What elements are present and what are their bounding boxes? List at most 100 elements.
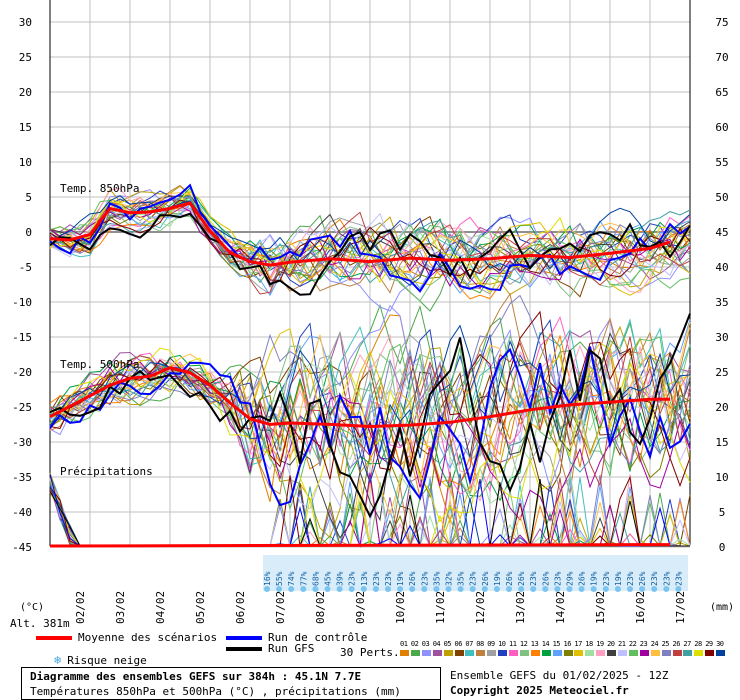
chart-title: Diagramme des ensembles GEFS sur 384h : … xyxy=(30,670,362,683)
snowflake-icon xyxy=(469,586,476,592)
perturbation-number: 09 xyxy=(487,640,495,648)
left-tick-label: -15 xyxy=(12,331,32,344)
perturbation-number: 10 xyxy=(498,640,506,648)
snow-risk-value: 19% xyxy=(590,571,599,586)
right-tick-label: 55 xyxy=(715,156,728,169)
perturbation-number: 18 xyxy=(585,640,593,648)
snow-risk-value: 32% xyxy=(445,571,454,586)
right-tick-label: 45 xyxy=(715,226,728,239)
snow-risk-value: 23% xyxy=(674,571,683,586)
member-line xyxy=(49,199,691,281)
perturbation-swatch xyxy=(628,650,638,656)
left-tick-label: -30 xyxy=(12,436,32,449)
snowflake-icon xyxy=(433,586,440,592)
perturbation-swatch xyxy=(509,650,518,656)
left-tick-label: 15 xyxy=(19,121,32,134)
x-tick-label: 06/02 xyxy=(234,591,247,624)
snow-risk-value: 26% xyxy=(638,571,647,586)
snowflake-icon xyxy=(493,586,500,592)
perturbation-swatch xyxy=(694,650,704,656)
perturbation-number: 20 xyxy=(607,640,615,648)
legend-control-swatch xyxy=(226,636,262,640)
perturbation-number: 12 xyxy=(519,640,528,648)
perturbation-swatch xyxy=(432,650,442,656)
left-tick-label: -20 xyxy=(12,366,32,379)
left-axis-unit: (°C) xyxy=(20,602,44,613)
left-tick-label: 25 xyxy=(19,51,32,64)
snow-risk-value: 19% xyxy=(493,571,502,586)
snow-risk-value: 19% xyxy=(396,571,405,586)
snowflake-icon xyxy=(518,586,525,592)
right-tick-label: 70 xyxy=(715,51,728,64)
right-tick-label: 5 xyxy=(719,506,726,519)
right-tick-label: 25 xyxy=(715,366,728,379)
left-tick-label: -10 xyxy=(12,296,32,309)
x-tick-label: 10/02 xyxy=(394,591,407,624)
right-tick-label: 0 xyxy=(719,541,726,554)
snow-risk-value: 26% xyxy=(505,571,514,586)
snowflake-icon xyxy=(300,586,307,592)
perturbation-number: 19 xyxy=(596,640,604,648)
snowflake-icon xyxy=(372,586,379,592)
snowflake-icon: ❄ xyxy=(54,653,62,667)
perturbation-swatch xyxy=(454,650,464,656)
x-tick-label: 15/02 xyxy=(594,591,607,624)
left-tick-label: 20 xyxy=(19,86,32,99)
mean-line-precip xyxy=(49,543,671,548)
x-tick-label: 12/02 xyxy=(474,591,487,624)
snowflake-icon xyxy=(639,586,646,592)
perturbation-swatch xyxy=(410,650,420,656)
left-tick-label: -35 xyxy=(12,471,32,484)
legend-gfs-swatch xyxy=(226,647,262,651)
member-line xyxy=(49,363,691,509)
snowflake-icon xyxy=(264,586,270,592)
left-tick-label: 30 xyxy=(19,16,32,29)
legend-mean-swatch xyxy=(36,636,72,640)
snowflake-icon xyxy=(324,586,331,592)
snowflake-icon xyxy=(554,586,561,592)
snowflake-icon xyxy=(663,586,670,592)
snowflake-icon xyxy=(530,586,537,592)
perturbation-number: 30 xyxy=(716,640,724,648)
mean-line-t850 xyxy=(49,201,671,267)
snowflake-icon xyxy=(409,586,416,592)
snowflake-icon xyxy=(348,586,355,592)
snow-risk-value: 55% xyxy=(275,571,284,586)
member-line xyxy=(49,303,691,431)
snow-risk-value: 16% xyxy=(263,571,272,586)
member-line xyxy=(49,189,691,312)
perturbation-swatch xyxy=(487,650,497,656)
right-tick-label: 75 xyxy=(715,16,728,29)
left-tick-label: -5 xyxy=(19,261,32,274)
gfs-run-line xyxy=(49,212,691,296)
perturbation-number: 01 xyxy=(400,640,408,648)
perturbation-number: 26 xyxy=(672,640,681,648)
perturbation-number: 21 xyxy=(618,640,626,648)
x-tick-label: 04/02 xyxy=(154,591,167,624)
right-tick-label: 60 xyxy=(715,121,728,134)
member-line xyxy=(49,310,691,488)
mean-line-t500 xyxy=(49,366,670,429)
x-tick-label: 05/02 xyxy=(194,591,207,624)
snowflake-icon xyxy=(578,586,585,592)
x-tick-label: 17/02 xyxy=(674,591,687,624)
perturbation-swatch xyxy=(421,650,431,656)
snow-risk-value: 23% xyxy=(420,571,429,586)
right-tick-label: 15 xyxy=(715,436,728,449)
x-tick-label: 13/02 xyxy=(514,591,527,624)
perturbation-swatch xyxy=(716,650,726,656)
snowflake-icon xyxy=(614,586,621,592)
x-tick-label: 02/02 xyxy=(74,591,87,624)
left-tick-label: -40 xyxy=(12,506,32,519)
perturbation-swatch xyxy=(607,650,617,656)
snowflake-icon xyxy=(602,586,609,592)
snowflake-icon xyxy=(288,586,295,592)
snow-risk-value: 23% xyxy=(469,571,478,586)
snow-risk-value: 45% xyxy=(324,571,333,586)
snow-risk-value: 23% xyxy=(372,571,381,586)
snow-risk-value: 26% xyxy=(541,571,550,586)
snow-risk-value: 23% xyxy=(662,571,671,586)
perturbation-swatch xyxy=(498,650,508,656)
